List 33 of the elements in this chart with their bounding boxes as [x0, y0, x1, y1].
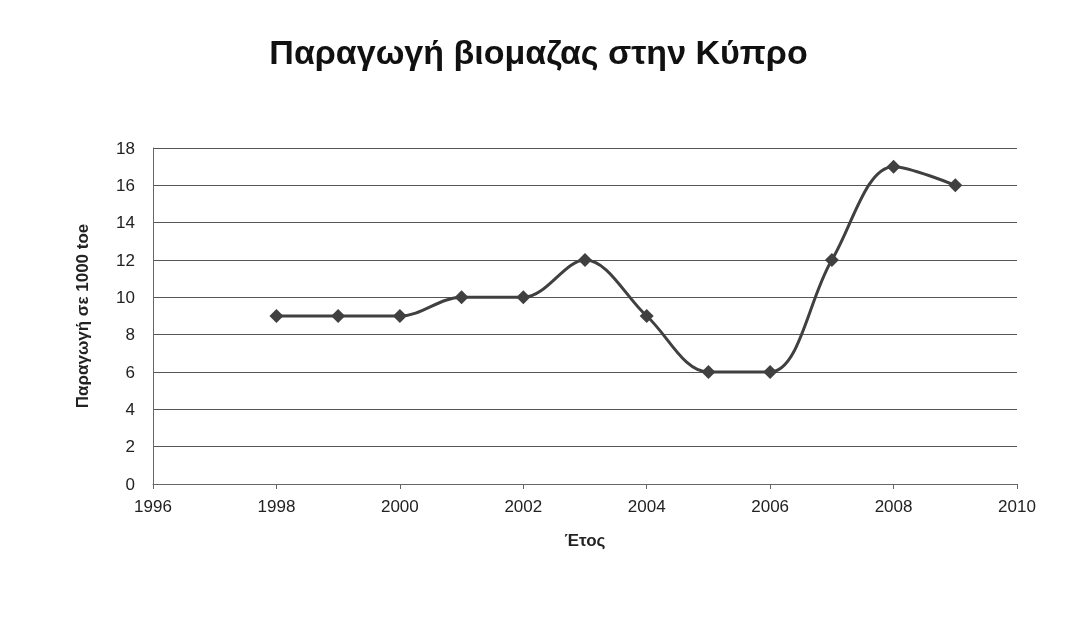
x-tick-label: 2006 — [751, 497, 790, 516]
y-axis-title: Παραγωγή σε 1000 toe — [73, 223, 92, 409]
x-axis-title: Έτος — [564, 531, 606, 550]
point — [824, 253, 839, 267]
point — [516, 290, 531, 305]
y-tick-label: 8 — [125, 325, 135, 345]
point — [331, 309, 346, 323]
x-tick-label: 2004 — [627, 497, 666, 516]
y-tick-label: 18 — [116, 138, 135, 158]
y-tick-label: 14 — [116, 213, 135, 233]
y-tick-label: 16 — [116, 175, 135, 195]
point — [392, 309, 407, 323]
point — [886, 159, 901, 174]
y-tick-label: 12 — [116, 250, 135, 270]
point — [269, 309, 284, 323]
y-tick-label: 10 — [116, 287, 135, 307]
x-tick-label: 2000 — [380, 497, 419, 516]
y-tick-label: 4 — [125, 399, 135, 419]
point — [701, 365, 716, 379]
y-tick-label: 0 — [125, 474, 135, 494]
y-tick-label: 2 — [125, 437, 135, 457]
point — [948, 178, 963, 193]
x-tick-label: 2008 — [874, 497, 913, 516]
point — [639, 309, 654, 323]
point — [454, 290, 469, 305]
point — [578, 253, 592, 267]
x-tick-label: 2010 — [998, 497, 1036, 516]
x-tick-label: 1998 — [257, 497, 296, 516]
y-tick-label: 6 — [125, 362, 135, 382]
x-tick-label: 2002 — [504, 497, 543, 516]
point — [763, 365, 778, 379]
chart-title: Παραγωγή βιομαζας στην Κύπρο — [269, 33, 808, 71]
x-tick-label: 1996 — [134, 497, 172, 516]
